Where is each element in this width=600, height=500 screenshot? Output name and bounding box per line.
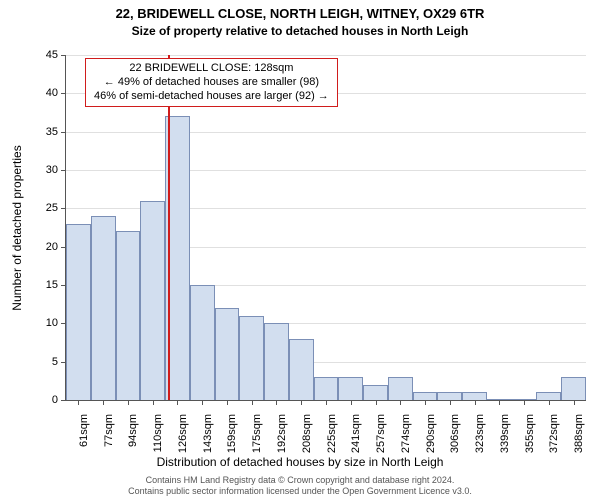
- histogram-bar: [91, 216, 116, 400]
- x-tick: [103, 400, 104, 405]
- x-tick-label: 208sqm: [301, 414, 313, 453]
- x-tick: [524, 400, 525, 405]
- x-tick: [252, 400, 253, 405]
- x-tick-label: 94sqm: [127, 414, 139, 447]
- x-tick: [301, 400, 302, 405]
- x-tick-label: 274sqm: [400, 414, 412, 453]
- x-tick: [78, 400, 79, 405]
- x-tick-label: 388sqm: [573, 414, 585, 453]
- histogram-bar: [140, 201, 165, 400]
- histogram-bar: [289, 339, 314, 400]
- x-tick: [450, 400, 451, 405]
- y-tick-label: 0: [26, 394, 58, 406]
- y-tick-label: 45: [26, 49, 58, 61]
- y-tick: [61, 93, 66, 94]
- x-axis-label: Distribution of detached houses by size …: [0, 455, 600, 469]
- histogram-bar: [462, 392, 487, 400]
- y-tick-label: 25: [26, 202, 58, 214]
- y-tick: [61, 132, 66, 133]
- y-gridline: [66, 55, 586, 56]
- callout-line: 46% of semi-detached houses are larger (…: [94, 90, 329, 104]
- footer-line: Contains public sector information licen…: [0, 486, 600, 497]
- callout-line: 22 BRIDEWELL CLOSE: 128sqm: [94, 62, 329, 76]
- histogram-bar: [116, 231, 141, 400]
- chart-title-line2: Size of property relative to detached ho…: [0, 24, 600, 38]
- x-tick: [202, 400, 203, 405]
- x-tick: [475, 400, 476, 405]
- y-gridline: [66, 170, 586, 171]
- x-tick: [425, 400, 426, 405]
- callout-line: ← 49% of detached houses are smaller (98…: [94, 76, 329, 90]
- x-tick-label: 306sqm: [449, 414, 461, 453]
- y-axis-label: Number of detached properties: [10, 145, 24, 310]
- histogram-bar: [536, 392, 561, 400]
- histogram-bar: [215, 308, 240, 400]
- x-tick-label: 290sqm: [425, 414, 437, 453]
- y-tick: [61, 208, 66, 209]
- histogram-bar: [239, 316, 264, 400]
- y-tick: [61, 170, 66, 171]
- x-tick-label: 61sqm: [78, 414, 90, 447]
- x-tick: [376, 400, 377, 405]
- x-tick-label: 225sqm: [326, 414, 338, 453]
- x-tick: [153, 400, 154, 405]
- histogram-bar: [437, 392, 462, 400]
- y-tick-label: 40: [26, 87, 58, 99]
- x-tick: [128, 400, 129, 405]
- x-tick-label: 110sqm: [152, 414, 164, 452]
- x-tick-label: 323sqm: [474, 414, 486, 453]
- x-tick-label: 241sqm: [350, 414, 362, 453]
- chart-container: { "title_line1": "22, BRIDEWELL CLOSE, N…: [0, 0, 600, 500]
- x-tick: [326, 400, 327, 405]
- chart-footer: Contains HM Land Registry data © Crown c…: [0, 475, 600, 497]
- y-gridline: [66, 132, 586, 133]
- y-tick-label: 30: [26, 164, 58, 176]
- x-tick-label: 355sqm: [524, 414, 536, 453]
- histogram-bar: [66, 224, 91, 400]
- x-tick-label: 192sqm: [276, 414, 288, 453]
- histogram-bar: [561, 377, 586, 400]
- x-tick-label: 77sqm: [103, 414, 115, 447]
- x-tick-label: 126sqm: [177, 414, 189, 453]
- y-tick-label: 15: [26, 279, 58, 291]
- x-tick: [549, 400, 550, 405]
- x-tick: [276, 400, 277, 405]
- x-tick: [177, 400, 178, 405]
- y-tick: [61, 55, 66, 56]
- histogram-bar: [413, 392, 438, 400]
- histogram-bar: [388, 377, 413, 400]
- x-tick-label: 372sqm: [548, 414, 560, 453]
- histogram-bar: [190, 285, 215, 400]
- x-tick-label: 159sqm: [226, 414, 238, 453]
- y-tick-label: 20: [26, 241, 58, 253]
- y-tick: [61, 400, 66, 401]
- callout-box: 22 BRIDEWELL CLOSE: 128sqm← 49% of detac…: [85, 58, 338, 107]
- x-tick-label: 143sqm: [202, 414, 214, 453]
- x-tick: [227, 400, 228, 405]
- x-tick-label: 339sqm: [499, 414, 511, 453]
- x-tick: [574, 400, 575, 405]
- histogram-bar: [338, 377, 363, 400]
- x-tick: [499, 400, 500, 405]
- x-tick-label: 257sqm: [375, 414, 387, 453]
- chart-title-line1: 22, BRIDEWELL CLOSE, NORTH LEIGH, WITNEY…: [0, 6, 600, 21]
- y-tick-label: 35: [26, 126, 58, 138]
- histogram-bar: [363, 385, 388, 400]
- y-tick-label: 5: [26, 356, 58, 368]
- x-tick-label: 175sqm: [251, 414, 263, 453]
- y-tick-label: 10: [26, 317, 58, 329]
- x-tick: [351, 400, 352, 405]
- footer-line: Contains HM Land Registry data © Crown c…: [0, 475, 600, 486]
- histogram-bar: [314, 377, 339, 400]
- x-tick: [400, 400, 401, 405]
- histogram-bar: [264, 323, 289, 400]
